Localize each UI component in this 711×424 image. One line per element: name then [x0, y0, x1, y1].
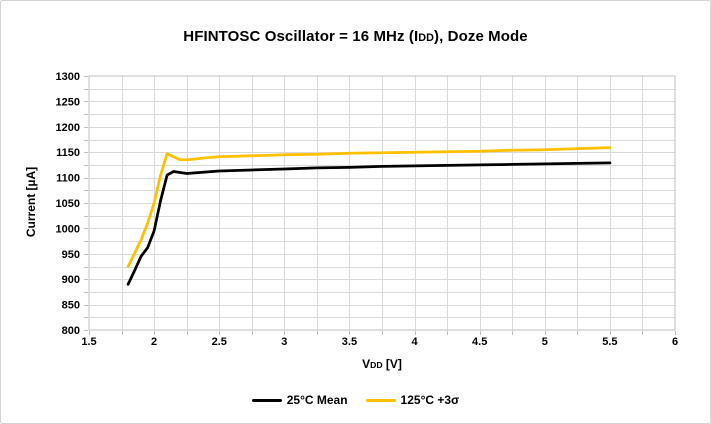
chart-title-subscript: DD — [418, 32, 435, 44]
series-line-0 — [126, 161, 612, 286]
y-tick-label: 950 — [62, 249, 80, 261]
x-tick-label: 6 — [672, 336, 678, 348]
x-tick-label: 4 — [411, 336, 418, 348]
y-tick-label: 1250 — [56, 96, 80, 108]
y-tick-label: 900 — [62, 274, 80, 286]
x-tick-label: 3.5 — [342, 336, 357, 348]
y-tick-label: 1200 — [56, 122, 80, 134]
x-tick-label: 4.5 — [472, 336, 487, 348]
y-tick-label: 1050 — [56, 198, 80, 210]
x-tick-label: 1.5 — [81, 336, 96, 348]
y-tick-label: 1100 — [56, 173, 80, 185]
x-axis-title-pre: V — [362, 357, 371, 371]
chart-title: HFINTOSC Oscillator = 16 MHz (IDD), Doze… — [1, 28, 710, 45]
y-tick-label: 1300 — [56, 71, 80, 83]
y-tick-label: 1000 — [56, 223, 80, 235]
chart-title-pre: HFINTOSC Oscillator = 16 MHz (I — [183, 28, 419, 45]
x-axis-title-post: [V] — [382, 357, 402, 371]
x-axis-title: VDD [V] — [89, 357, 675, 371]
plot-border — [88, 75, 676, 331]
chart-legend: 25°C Mean 125°C +3σ — [1, 393, 710, 407]
legend-swatch-125c-3sigma — [365, 398, 396, 402]
x-tick-label: 2.5 — [212, 336, 227, 348]
y-tick-label: 850 — [62, 300, 80, 312]
x-tick-label: 5 — [542, 336, 548, 348]
series-line-1 — [126, 146, 612, 268]
legend-item-25c-mean: 25°C Mean — [251, 393, 348, 407]
legend-label-25c-mean: 25°C Mean — [286, 393, 348, 407]
legend-label-125c-3sigma: 125°C +3σ — [400, 393, 460, 407]
legend-item-125c-3sigma: 125°C +3σ — [365, 393, 460, 407]
y-tick-label: 800 — [62, 325, 80, 337]
y-axis-title: Current [µA] — [24, 166, 38, 238]
legend-swatch-25c-mean — [251, 398, 282, 402]
x-axis-title-subscript: DD — [370, 360, 383, 370]
x-tick-label: 3 — [281, 336, 287, 348]
x-tick-label: 5.5 — [602, 336, 617, 348]
y-tick-label: 1150 — [56, 147, 80, 159]
chart-title-post: ), Doze Mode — [434, 28, 528, 45]
x-tick-label: 2 — [151, 336, 157, 348]
